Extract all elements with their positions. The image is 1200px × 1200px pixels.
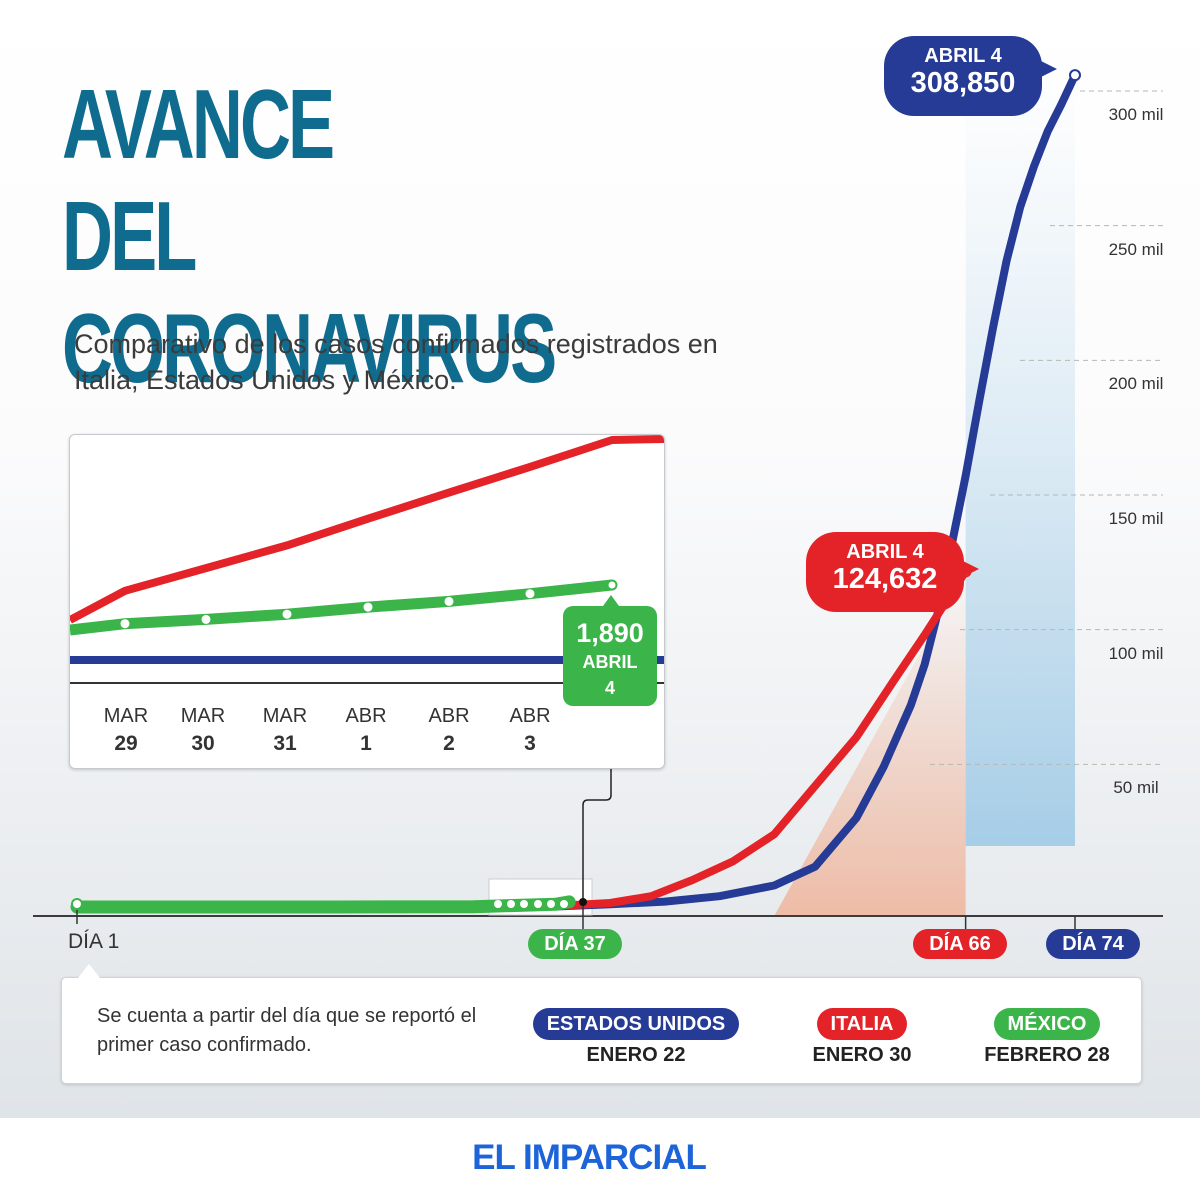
y-tick-label: 100 mil: [1108, 643, 1164, 663]
inset-month: MAR: [262, 705, 308, 727]
inset-mexico-point: [606, 579, 618, 591]
mexico-callout-value: 1,890: [576, 618, 644, 648]
mexico-end-point: [579, 898, 587, 906]
mexico-day-point: [560, 900, 568, 908]
mexico-day-point: [494, 900, 502, 908]
mexico-day-point: [547, 900, 555, 908]
day-66-pill: DÍA 66: [913, 929, 1007, 959]
legend-item-italia: ITALIA ENERO 30: [782, 1008, 942, 1067]
inset-mexico-point: [282, 609, 292, 619]
mexico-callout-month: ABRIL: [582, 652, 638, 672]
subtitle: Comparativo de los casos confirmados reg…: [74, 329, 718, 395]
legend-item-usa: ESTADOS UNIDOS ENERO 22: [518, 1008, 754, 1067]
legend-item-mexico: MÉXICO FEBRERO 28: [957, 1008, 1137, 1067]
day-1-label: DÍA 1: [68, 930, 120, 953]
inset-day: 2: [443, 732, 455, 755]
inset-day: 31: [273, 732, 297, 755]
inset-month: MAR: [103, 705, 149, 727]
legend-usa-name: ESTADOS UNIDOS: [532, 1008, 740, 1040]
legend-usa-date: ENERO 22: [586, 1044, 686, 1066]
inset-day: 29: [114, 732, 138, 755]
mexico-day-point: [534, 900, 542, 908]
legend-mexico-date: FEBRERO 28: [984, 1044, 1110, 1066]
legend-italia-name: ITALIA: [816, 1008, 908, 1040]
legend-box: Se cuenta a partir del día que se report…: [61, 964, 1142, 1084]
italia-callout: ABRIL 4 124,632: [806, 532, 979, 612]
inset-month: ABR: [428, 705, 470, 727]
legend-mexico-name: MÉXICO: [993, 1008, 1101, 1040]
footer: [0, 1118, 1200, 1200]
inset-mexico-point: [363, 602, 373, 612]
inset-month: MAR: [180, 705, 226, 727]
inset-date-label: MAR 31: [250, 703, 320, 757]
mexico-connector: [582, 710, 612, 902]
inset-italia-line: [70, 435, 664, 624]
mexico-callout-day: 4: [604, 678, 615, 698]
inset-chart: MAR 29 MAR 30 MAR 31 ABR 1 ABR 2 ABR 3: [69, 434, 665, 769]
legend-italia-date: ENERO 30: [812, 1044, 912, 1066]
inset-day: 30: [191, 732, 215, 755]
day-37-pill: DÍA 37: [528, 929, 622, 959]
usa-shade: [965, 70, 1075, 846]
italia-shade: [774, 571, 966, 916]
legend-note: Se cuenta a partir del día que se report…: [97, 1005, 477, 1056]
inset-date-label: ABR 1: [331, 703, 401, 757]
italia-callout-value: 124,632: [832, 563, 938, 595]
inset-mexico-point: [525, 589, 535, 599]
inset-mexico-line: [70, 579, 613, 636]
y-tick-label: 200 mil: [1108, 374, 1164, 394]
inset-date-label: MAR 30: [168, 703, 238, 757]
day-1-point: [71, 898, 83, 910]
inset-day: 1: [360, 732, 372, 755]
inset-date-label: ABR 3: [495, 703, 565, 757]
day-74-pill: DÍA 74: [1046, 929, 1140, 959]
usa-end-point: [1069, 69, 1081, 82]
y-tick-label: 50 mil: [1113, 778, 1159, 798]
usa-callout-date: ABRIL 4: [924, 45, 1002, 67]
inset-mexico-point: [120, 619, 130, 629]
inset-date-label: ABR 2: [414, 703, 484, 757]
usa-callout: ABRIL 4 308,850: [884, 36, 1057, 116]
inset-day: 3: [524, 732, 536, 755]
inset-month: ABR: [509, 705, 551, 727]
inset-date-label: MAR 29: [91, 703, 161, 757]
usa-callout-value: 308,850: [910, 67, 1016, 99]
mexico-line: [70, 895, 576, 914]
inset-month: ABR: [345, 705, 387, 727]
mexico-day-point: [507, 900, 515, 908]
mexico-day-point: [520, 900, 528, 908]
inset-mexico-point: [444, 596, 454, 606]
y-tick-label: 300 mil: [1108, 105, 1164, 124]
y-tick-label: 250 mil: [1108, 239, 1164, 259]
italia-callout-date: ABRIL 4: [846, 541, 924, 563]
mexico-callout: 1,890 ABRIL 4: [563, 595, 657, 706]
inset-mexico-point: [201, 614, 211, 624]
y-tick-label: 150 mil: [1108, 509, 1164, 528]
el-imparcial-logo: EL IMPARCIAL: [472, 1138, 707, 1177]
